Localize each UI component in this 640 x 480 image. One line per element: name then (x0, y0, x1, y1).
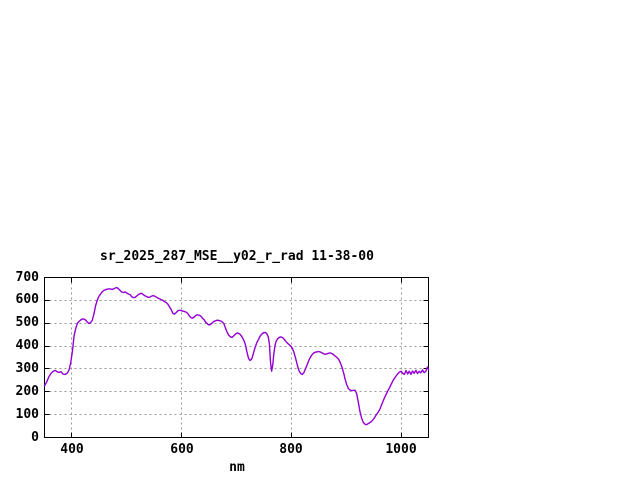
x-tick-label: 1000 (385, 442, 417, 457)
y-tick-label: 700 (15, 270, 39, 285)
x-axis-title: nm (229, 460, 245, 475)
y-tick-label: 500 (15, 315, 39, 330)
x-tick-label: 600 (170, 442, 194, 457)
gridlines (44, 277, 429, 438)
plot-border (44, 277, 429, 438)
y-tick-label: 100 (15, 407, 39, 422)
radiance-curve (43, 286, 430, 426)
y-tick-label: 600 (15, 292, 39, 307)
axis-tick-marks (44, 277, 429, 438)
x-tick-label: 800 (279, 442, 303, 457)
x-tick-label: 400 (60, 442, 84, 457)
y-tick-label: 200 (15, 384, 39, 399)
y-tick-label: 0 (31, 430, 39, 445)
y-tick-label: 400 (15, 338, 39, 353)
y-tick-label: 300 (15, 361, 39, 376)
chart-title: sr_2025_287_MSE__y02_r_rad 11-38-00 (100, 249, 374, 264)
